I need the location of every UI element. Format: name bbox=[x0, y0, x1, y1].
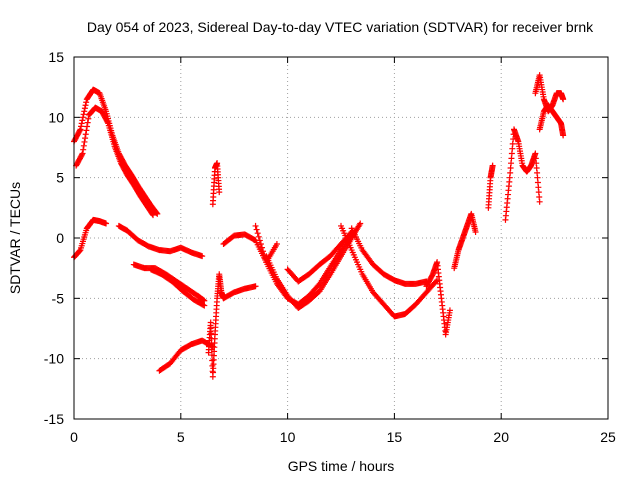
data-point bbox=[357, 220, 364, 227]
series-arc-k bbox=[263, 220, 364, 311]
x-tick-label: 20 bbox=[493, 429, 509, 445]
y-tick-label: 15 bbox=[48, 49, 64, 65]
data-point bbox=[257, 241, 264, 248]
data-point bbox=[258, 244, 265, 251]
data-point bbox=[76, 127, 83, 134]
data-point bbox=[207, 319, 214, 326]
data-point bbox=[560, 132, 567, 139]
data-point bbox=[103, 220, 110, 227]
data-point bbox=[252, 283, 259, 290]
series-arc-o bbox=[423, 259, 453, 338]
data-point bbox=[78, 120, 85, 127]
data-point bbox=[208, 341, 215, 348]
series-arc-c bbox=[115, 222, 206, 260]
series-arc-g bbox=[205, 271, 259, 380]
series-arc-e bbox=[147, 266, 208, 309]
data-point bbox=[201, 302, 208, 309]
x-tick-label: 0 bbox=[70, 429, 78, 445]
data-point bbox=[256, 237, 263, 244]
data-point bbox=[252, 222, 259, 229]
data-point bbox=[83, 99, 90, 106]
data-point bbox=[84, 119, 91, 126]
x-axis-label: GPS time / hours bbox=[288, 458, 395, 474]
series-arc-q bbox=[485, 162, 496, 211]
data-point bbox=[200, 301, 207, 308]
y-tick-label: -15 bbox=[44, 411, 64, 427]
data-point bbox=[80, 142, 87, 149]
data-point bbox=[253, 226, 260, 233]
y-tick-label: 5 bbox=[56, 170, 64, 186]
x-tick-label: 15 bbox=[387, 429, 403, 445]
series-arc-r bbox=[502, 126, 543, 223]
data-point bbox=[79, 150, 86, 157]
data-point bbox=[536, 198, 543, 205]
data-point bbox=[82, 131, 89, 138]
data-point bbox=[80, 111, 87, 118]
data-point bbox=[150, 212, 157, 219]
series-arc-h bbox=[209, 160, 223, 208]
y-tick-label: -10 bbox=[44, 351, 64, 367]
y-tick-label: 0 bbox=[56, 230, 64, 246]
series-arc-f bbox=[156, 337, 216, 374]
data-point bbox=[76, 247, 83, 254]
data-point bbox=[78, 123, 85, 130]
data-point bbox=[260, 248, 267, 255]
x-tick-label: 5 bbox=[177, 429, 185, 445]
data-point bbox=[273, 241, 280, 248]
chart-title: Day 054 of 2023, Sidereal Day-to-day VTE… bbox=[87, 19, 594, 35]
data-point bbox=[77, 126, 84, 133]
data-point bbox=[433, 278, 440, 285]
data-point bbox=[79, 114, 86, 121]
grid-layer bbox=[74, 57, 608, 419]
data-point bbox=[78, 151, 85, 158]
data-point bbox=[85, 115, 92, 122]
y-tick-label: -5 bbox=[52, 290, 65, 306]
data-point bbox=[149, 211, 156, 218]
data-point bbox=[446, 307, 453, 314]
series-arc-l bbox=[284, 228, 355, 285]
data-point bbox=[472, 228, 479, 235]
data-point bbox=[254, 230, 261, 237]
x-tick-label: 10 bbox=[280, 429, 296, 445]
data-point bbox=[81, 105, 88, 112]
data-points-layer bbox=[71, 72, 567, 380]
series-arc-n bbox=[348, 225, 430, 287]
data-point bbox=[83, 127, 90, 134]
data-point bbox=[80, 146, 87, 153]
series-arc-b bbox=[71, 216, 110, 261]
data-point bbox=[81, 138, 88, 145]
y-axis-label: SDTVAR / TECUs bbox=[7, 182, 23, 294]
data-point bbox=[104, 119, 111, 126]
data-point bbox=[82, 102, 89, 109]
data-point bbox=[84, 123, 91, 130]
data-point bbox=[199, 253, 206, 260]
series-arc-m bbox=[338, 222, 441, 320]
data-point bbox=[81, 108, 88, 115]
data-point bbox=[255, 233, 262, 240]
plot-frame bbox=[73, 56, 609, 420]
data-point bbox=[79, 117, 86, 124]
x-tick-label: 25 bbox=[600, 429, 616, 445]
data-point bbox=[216, 189, 223, 196]
series-arc-p bbox=[451, 210, 479, 272]
data-point bbox=[207, 324, 214, 331]
data-point bbox=[489, 162, 496, 169]
series-arc-t bbox=[536, 102, 567, 139]
data-point bbox=[208, 330, 215, 337]
data-point bbox=[82, 135, 89, 142]
y-tick-label: 10 bbox=[48, 109, 64, 125]
data-point bbox=[560, 96, 567, 103]
